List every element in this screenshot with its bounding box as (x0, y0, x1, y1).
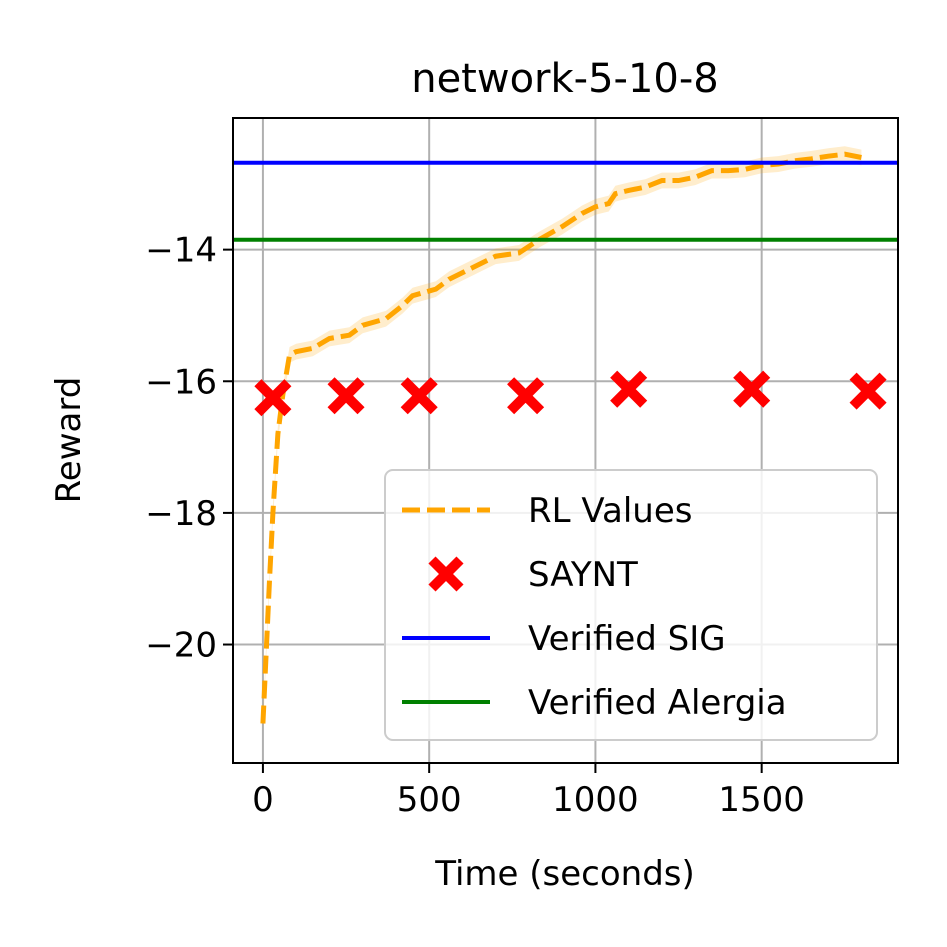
rl-values-line (260, 151, 862, 724)
rl-values-band (262, 146, 862, 732)
saynt-point (733, 370, 771, 408)
saynt-legend-swatch (428, 556, 464, 592)
x-tick-label: 0 (252, 780, 274, 820)
y-tick-label: −20 (145, 626, 217, 666)
saynt-point (254, 379, 292, 417)
band-layer (262, 146, 862, 732)
legend: RL Values SAYNT Verified SIG Verified Alerg… (384, 469, 878, 741)
legend-frame (384, 469, 878, 741)
y-tick-label: −18 (145, 494, 217, 534)
tick-layer: 0 500 1000 1500 −20 −18 −16 −14 (145, 231, 805, 820)
legend-label-saynt: SAYNT (528, 555, 638, 595)
y-tick-label: −16 (145, 362, 217, 402)
saynt-point (507, 377, 545, 415)
x-axis-label: Time (seconds) (434, 854, 695, 894)
x-tick-label: 1000 (552, 780, 639, 820)
saynt-point (400, 377, 438, 415)
legend-label-rl-values: RL Values (528, 491, 692, 531)
y-tick-label: −14 (145, 231, 217, 271)
legend-label-verified-alergia: Verified Alergia (528, 683, 787, 723)
x-tick-label: 1500 (718, 780, 805, 820)
saynt-point (610, 370, 648, 408)
y-axis-label: Reward (49, 377, 89, 504)
series-layer (233, 151, 898, 724)
saynt-point (327, 377, 365, 415)
saynt-point (849, 372, 887, 410)
legend-label-verified-sig: Verified SIG (528, 619, 726, 659)
x-tick-label: 500 (397, 780, 462, 820)
marker-layer (254, 370, 887, 417)
chart-title: network-5-10-8 (411, 56, 719, 102)
plot-frame (232, 117, 899, 764)
